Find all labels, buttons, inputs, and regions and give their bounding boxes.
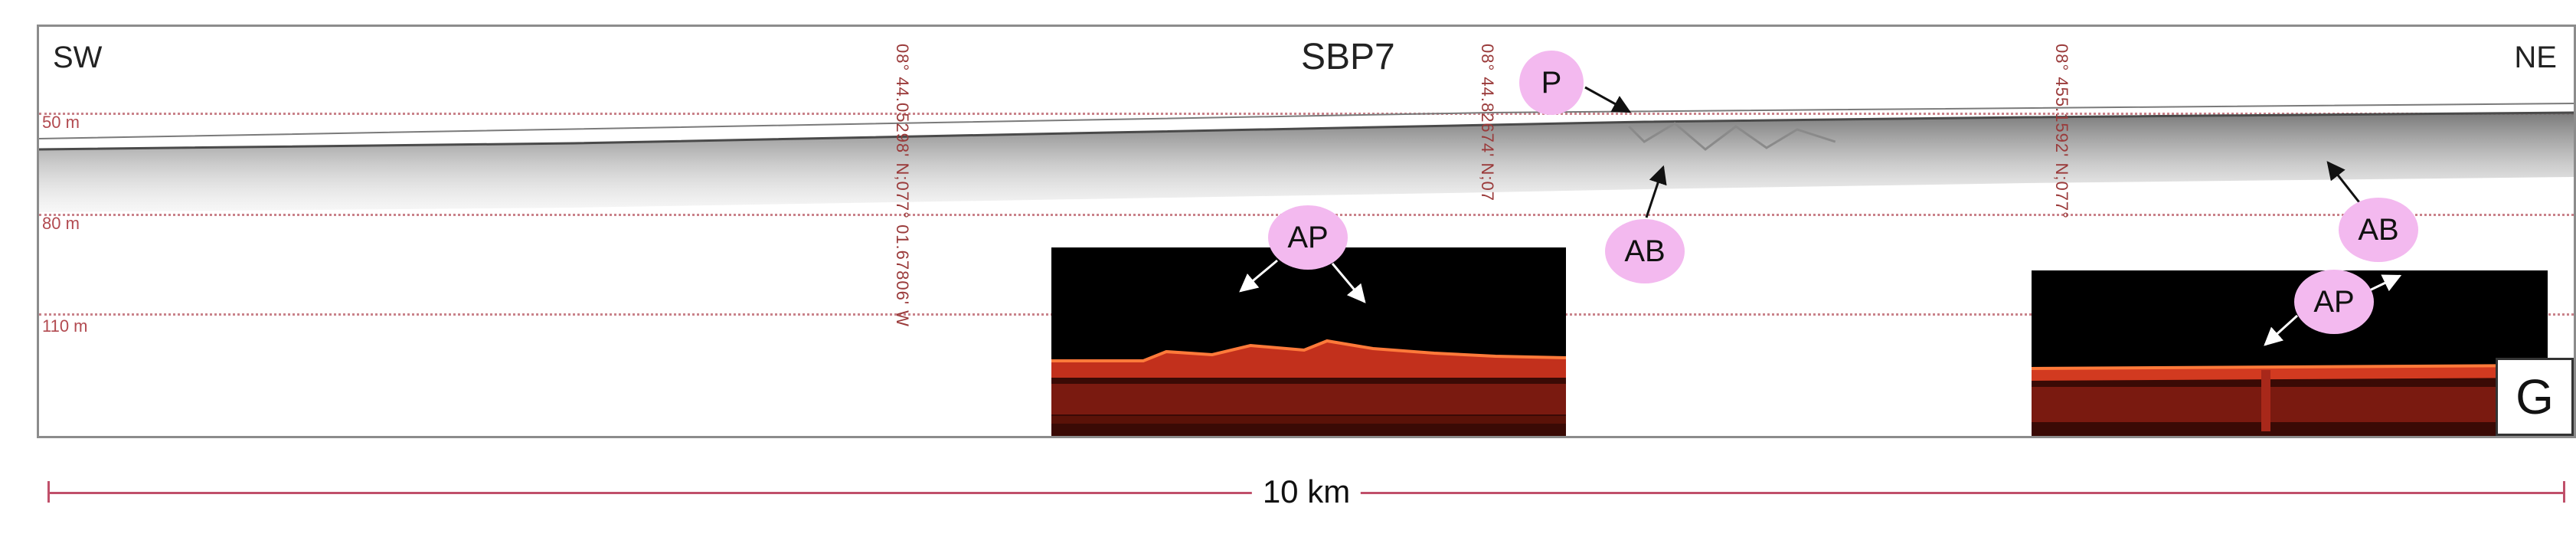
profile-title: SBP7	[1301, 37, 1395, 77]
panel-letter-box: G	[2496, 358, 2574, 436]
coordinate-label-1: 08° 44.05298' N;077° 01.67806' W	[893, 44, 912, 327]
direction-label-ne: NE	[2514, 41, 2557, 74]
depth-label-50m: 50 m	[42, 113, 80, 132]
annotation-p: P	[1519, 51, 1584, 115]
inset-sonar-image-2	[2032, 270, 2548, 436]
direction-label-sw: SW	[53, 41, 103, 74]
scale-bar-tick-left	[47, 481, 50, 503]
scale-bar-label: 10 km	[1251, 473, 1362, 510]
scale-bar-tick-right	[2563, 481, 2565, 503]
coordinate-label-3: 08° 455.1592' N;077°	[2052, 44, 2071, 219]
annotation-ap-inset2: AP	[2294, 270, 2374, 334]
seabed-reflector	[39, 103, 2574, 212]
depth-label-80m: 80 m	[42, 214, 80, 233]
annotation-ab-center: AB	[1605, 219, 1685, 283]
depth-line-50m	[39, 113, 2574, 115]
scale-bar: 10 km	[47, 473, 2565, 510]
annotation-ap-inset1: AP	[1268, 205, 1348, 270]
depth-label-110m: 110 m	[42, 316, 88, 336]
coordinate-label-2: 08° 44.82674' N;07	[1478, 44, 1497, 201]
inset-sonar-image-1	[1051, 247, 1566, 436]
seismic-profile-frame: 50 m 80 m 110 m 08° 44.05298' N;077° 01.…	[37, 25, 2576, 438]
annotation-ab-right: AB	[2339, 198, 2418, 262]
